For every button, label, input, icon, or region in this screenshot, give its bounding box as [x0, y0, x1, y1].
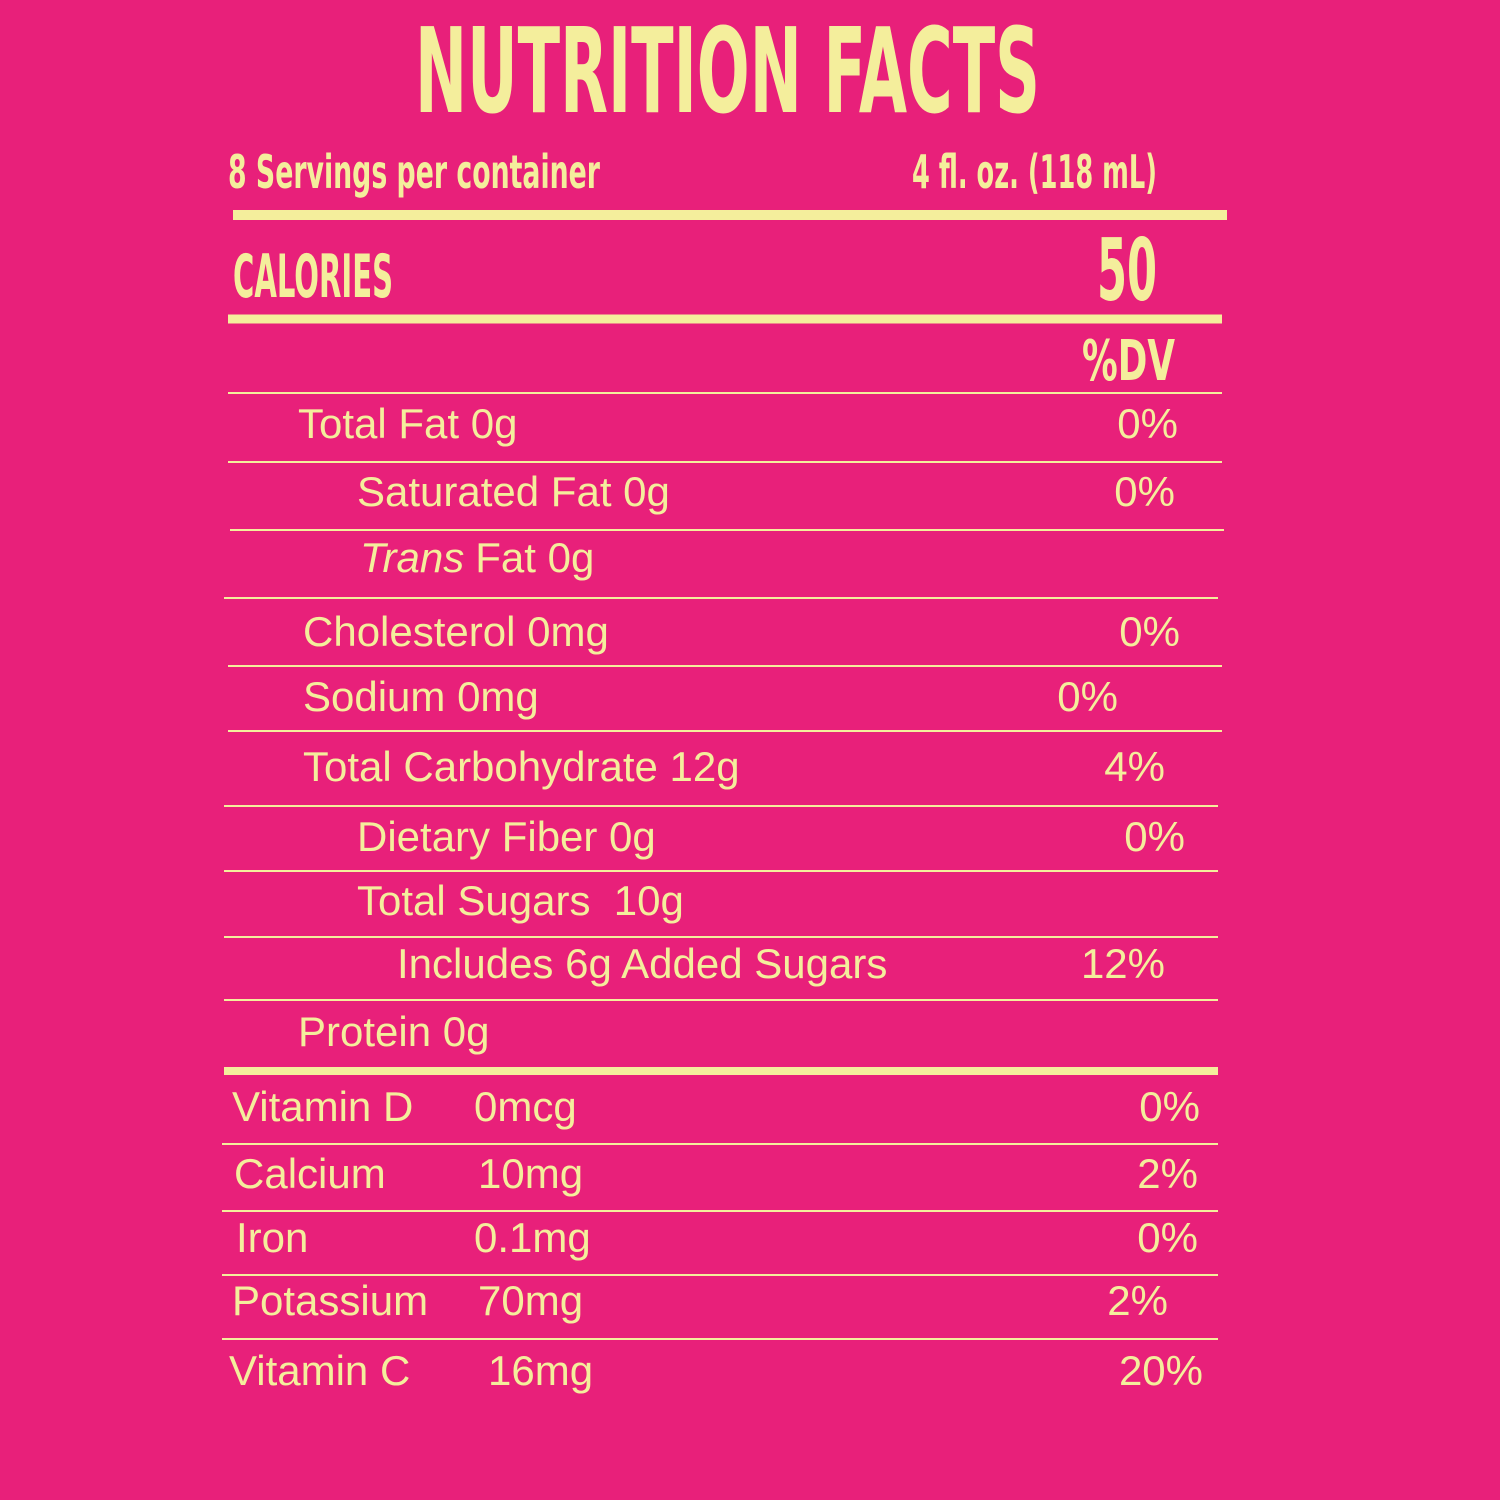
- nutrient-name: Trans Fat 0g: [360, 534, 594, 581]
- nutrient-name: Total Fat 0g: [298, 400, 517, 447]
- nutrient-name: Includes 6g Added Sugars: [397, 940, 887, 987]
- vitamin-name: Potassium: [232, 1277, 428, 1324]
- vitamin-name: Iron: [236, 1214, 308, 1261]
- nutrient-name: Cholesterol 0mg: [303, 608, 609, 655]
- nutrient-name: Saturated Fat 0g: [357, 468, 670, 515]
- vitamin-dv: 20%: [1119, 1347, 1203, 1394]
- vitamin-amount: 10mg: [478, 1150, 583, 1197]
- vitamin-name: Calcium: [234, 1150, 386, 1197]
- vitamin-name: Vitamin D: [232, 1083, 413, 1130]
- vitamin-dv: 2%: [1107, 1277, 1168, 1324]
- dv-header: %DV: [1082, 329, 1175, 394]
- vitamin-amount: 70mg: [478, 1277, 583, 1324]
- vitamin-dv: 0%: [1139, 1083, 1200, 1130]
- vitamin-amount: 0.1mg: [474, 1214, 591, 1261]
- nutrient-name: Total Sugars 10g: [357, 877, 684, 924]
- serving-size: 4 fl. oz. (118 mL): [912, 145, 1157, 199]
- vitamin-dv: 0%: [1137, 1214, 1198, 1261]
- nutrient-dv: 0%: [1114, 468, 1175, 515]
- nutrient-dv: 4%: [1104, 743, 1165, 790]
- servings: 8 Servings per container: [228, 145, 600, 199]
- nutrient-name-italic: Trans: [360, 534, 464, 581]
- title: NUTRITION FACTS: [415, 2, 1040, 140]
- vitamin-amount: 16mg: [488, 1347, 593, 1394]
- nutrient-dv: 12%: [1081, 940, 1165, 987]
- nutrient-name: Protein 0g: [298, 1008, 489, 1055]
- nutrient-name: Sodium 0mg: [303, 673, 539, 720]
- calories-value: 50: [1097, 221, 1157, 321]
- nutrient-dv: 0%: [1057, 673, 1118, 720]
- calories-label: CALORIES: [233, 242, 393, 312]
- nutrient-name-rest: Fat 0g: [475, 534, 594, 581]
- vitamin-dv: 2%: [1137, 1150, 1198, 1197]
- vitamin-name: Vitamin C: [229, 1347, 410, 1394]
- vitamin-amount: 0mcg: [474, 1083, 577, 1130]
- nutrient-name: Dietary Fiber 0g: [357, 813, 656, 860]
- nutrient-dv: 0%: [1117, 400, 1178, 447]
- nutrient-dv: 0%: [1124, 813, 1185, 860]
- nutrient-dv: 0%: [1119, 608, 1180, 655]
- nutrient-name: Total Carbohydrate 12g: [303, 743, 740, 790]
